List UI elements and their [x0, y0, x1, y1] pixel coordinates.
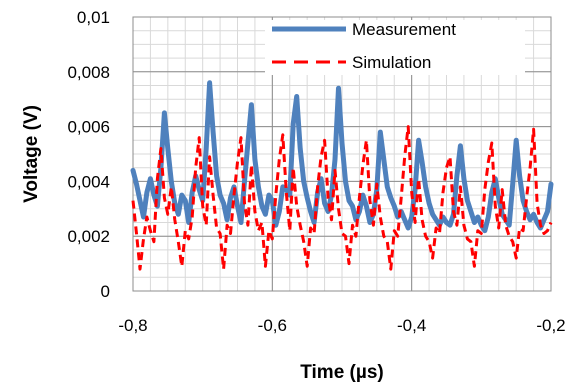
plot-area-border [132, 16, 552, 292]
y-tick-label: 0 [101, 282, 110, 301]
legend-label-simulation: Simulation [352, 53, 431, 72]
x-axis-title: Time (µs) [300, 362, 383, 383]
x-tick-label: -0,4 [397, 316, 426, 335]
y-tick-label: 0,01 [77, 8, 110, 27]
y-tick-label: 0,006 [67, 118, 110, 137]
x-tick-label: -0,6 [258, 316, 287, 335]
x-tick-label: -0,8 [118, 316, 147, 335]
y-tick-label: 0,004 [67, 172, 110, 191]
y-tick-labels: 0 0,002 0,004 0,006 0,008 0,01 [67, 8, 110, 301]
legend: Measurement Simulation [265, 20, 525, 75]
y-axis-title: Voltage (V) [21, 105, 42, 203]
x-tick-labels: -0,8 -0,6 -0,4 -0,2 [118, 316, 565, 335]
y-tick-label: 0,002 [67, 227, 110, 246]
series-layer [130, 80, 554, 271]
series-line-simulation [131, 125, 553, 271]
y-tick-label: 0,008 [67, 63, 110, 82]
legend-label-measurement: Measurement [352, 20, 456, 39]
x-tick-label: -0,2 [536, 316, 565, 335]
